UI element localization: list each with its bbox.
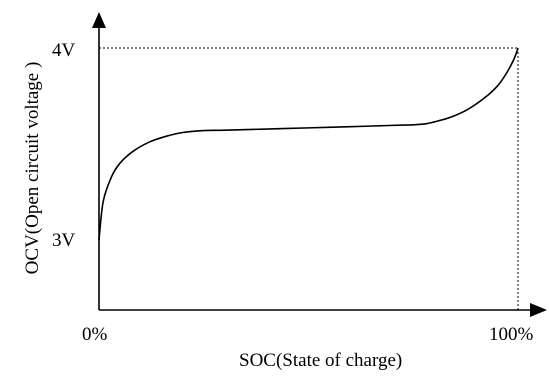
ocv-curve bbox=[98, 47, 519, 241]
y-axis-arrow-icon bbox=[92, 12, 106, 28]
x-axis-arrow-icon bbox=[530, 303, 547, 317]
y-tick-label-4v: 4V bbox=[52, 40, 76, 61]
x-tick-label-0: 0% bbox=[82, 324, 108, 345]
y-tick-label-3v: 3V bbox=[52, 230, 76, 251]
y-axis-title: OCV(Open circuit voltage ) bbox=[22, 62, 43, 275]
x-axis-title: SOC(State of charge) bbox=[239, 350, 402, 371]
x-tick-label-100: 100% bbox=[489, 324, 534, 345]
